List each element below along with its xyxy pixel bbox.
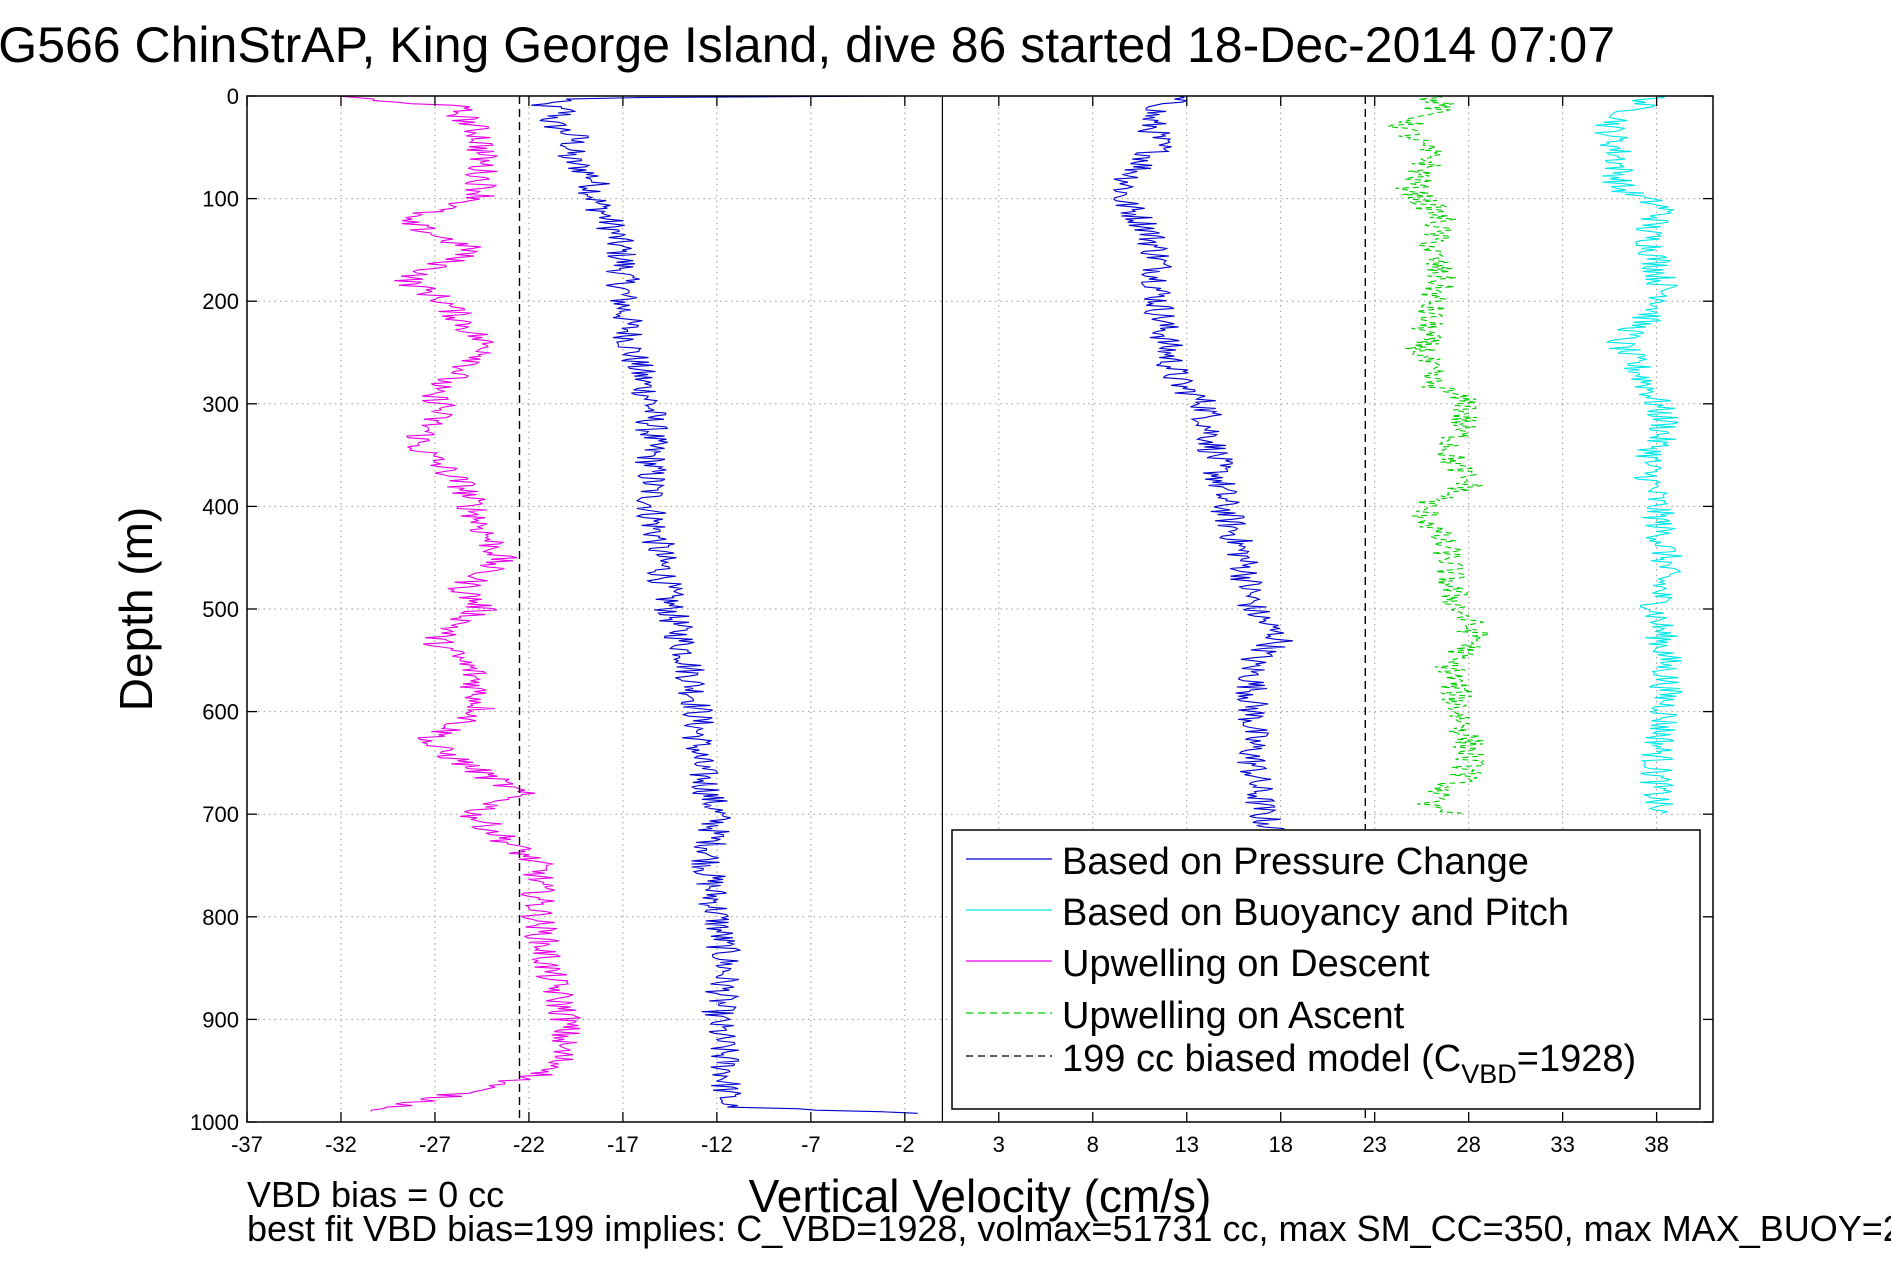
legend-box <box>951 829 1701 1110</box>
x-tick-label: -37 <box>231 1132 263 1157</box>
y-tick-label: 800 <box>202 905 239 930</box>
y-tick-label: 500 <box>202 597 239 622</box>
x-tick-label: 18 <box>1268 1132 1292 1157</box>
legend-rows: Based on Pressure Change Based on Buoyanc… <box>966 841 1636 1089</box>
y-tick-label: 0 <box>227 84 239 109</box>
x-tick-label: 8 <box>1087 1132 1099 1157</box>
x-tick-label: 23 <box>1362 1132 1386 1157</box>
series-layer <box>336 95 1683 1122</box>
x-axis-label: Vertical Velocity (cm/s) <box>749 1170 1212 1222</box>
legend-label: Based on Pressure Change <box>1062 841 1529 883</box>
x-tick-label: 13 <box>1175 1132 1199 1157</box>
x-tick-label: -22 <box>513 1132 545 1157</box>
y-tick-label: 100 <box>202 187 239 212</box>
x-tick-label: -17 <box>607 1132 639 1157</box>
y-tick-label: 600 <box>202 700 239 725</box>
y-tick-label: 400 <box>202 494 239 519</box>
series-line <box>1594 95 1683 814</box>
x-tick-label: -27 <box>419 1132 451 1157</box>
legend-label: Based on Buoyancy and Pitch <box>1062 892 1569 934</box>
best-fit-note: best fit VBD bias=199 implies: C_VBD=192… <box>247 1208 1891 1249</box>
x-tick-label: -2 <box>895 1132 915 1157</box>
x-tick-label: -32 <box>325 1132 357 1157</box>
x-tick-label: -12 <box>701 1132 733 1157</box>
series-line <box>531 95 918 1114</box>
x-axis-ticks: -37 -32 -27 -22 -17 -12 -7 -2 3 8 13 18 23 28 33 38 <box>231 96 1669 1157</box>
x-tick-label: 3 <box>993 1132 1005 1157</box>
x-tick-label: 38 <box>1644 1132 1668 1157</box>
legend: Based on Pressure Change Based on Buoyanc… <box>951 829 1701 1110</box>
legend-label: Upwelling on Descent <box>1062 943 1430 985</box>
x-tick-label: 28 <box>1456 1132 1480 1157</box>
chart-title: SG566 ChinStrAP, King George Island, div… <box>0 17 1615 73</box>
y-tick-label: 200 <box>202 289 239 314</box>
x-tick-label: -7 <box>801 1132 821 1157</box>
y-tick-label: 1000 <box>190 1110 239 1135</box>
y-tick-label: 300 <box>202 392 239 417</box>
y-tick-label: 700 <box>202 802 239 827</box>
y-axis-label: Depth (m) <box>110 507 162 711</box>
series-line <box>1112 95 1294 830</box>
series-line <box>336 95 581 1112</box>
y-axis-ticks: 0 100 200 300 400 500 600 700 800 900 1000 <box>190 84 1713 1135</box>
legend-label: Upwelling on Ascent <box>1062 995 1405 1037</box>
vbd-bias-note: VBD bias = 0 cc <box>247 1174 504 1215</box>
x-tick-label: 33 <box>1550 1132 1574 1157</box>
series-line <box>1387 95 1491 814</box>
y-tick-label: 900 <box>202 1007 239 1032</box>
legend-label: 199 cc biased model (CVBD=1928) <box>1062 1038 1636 1089</box>
